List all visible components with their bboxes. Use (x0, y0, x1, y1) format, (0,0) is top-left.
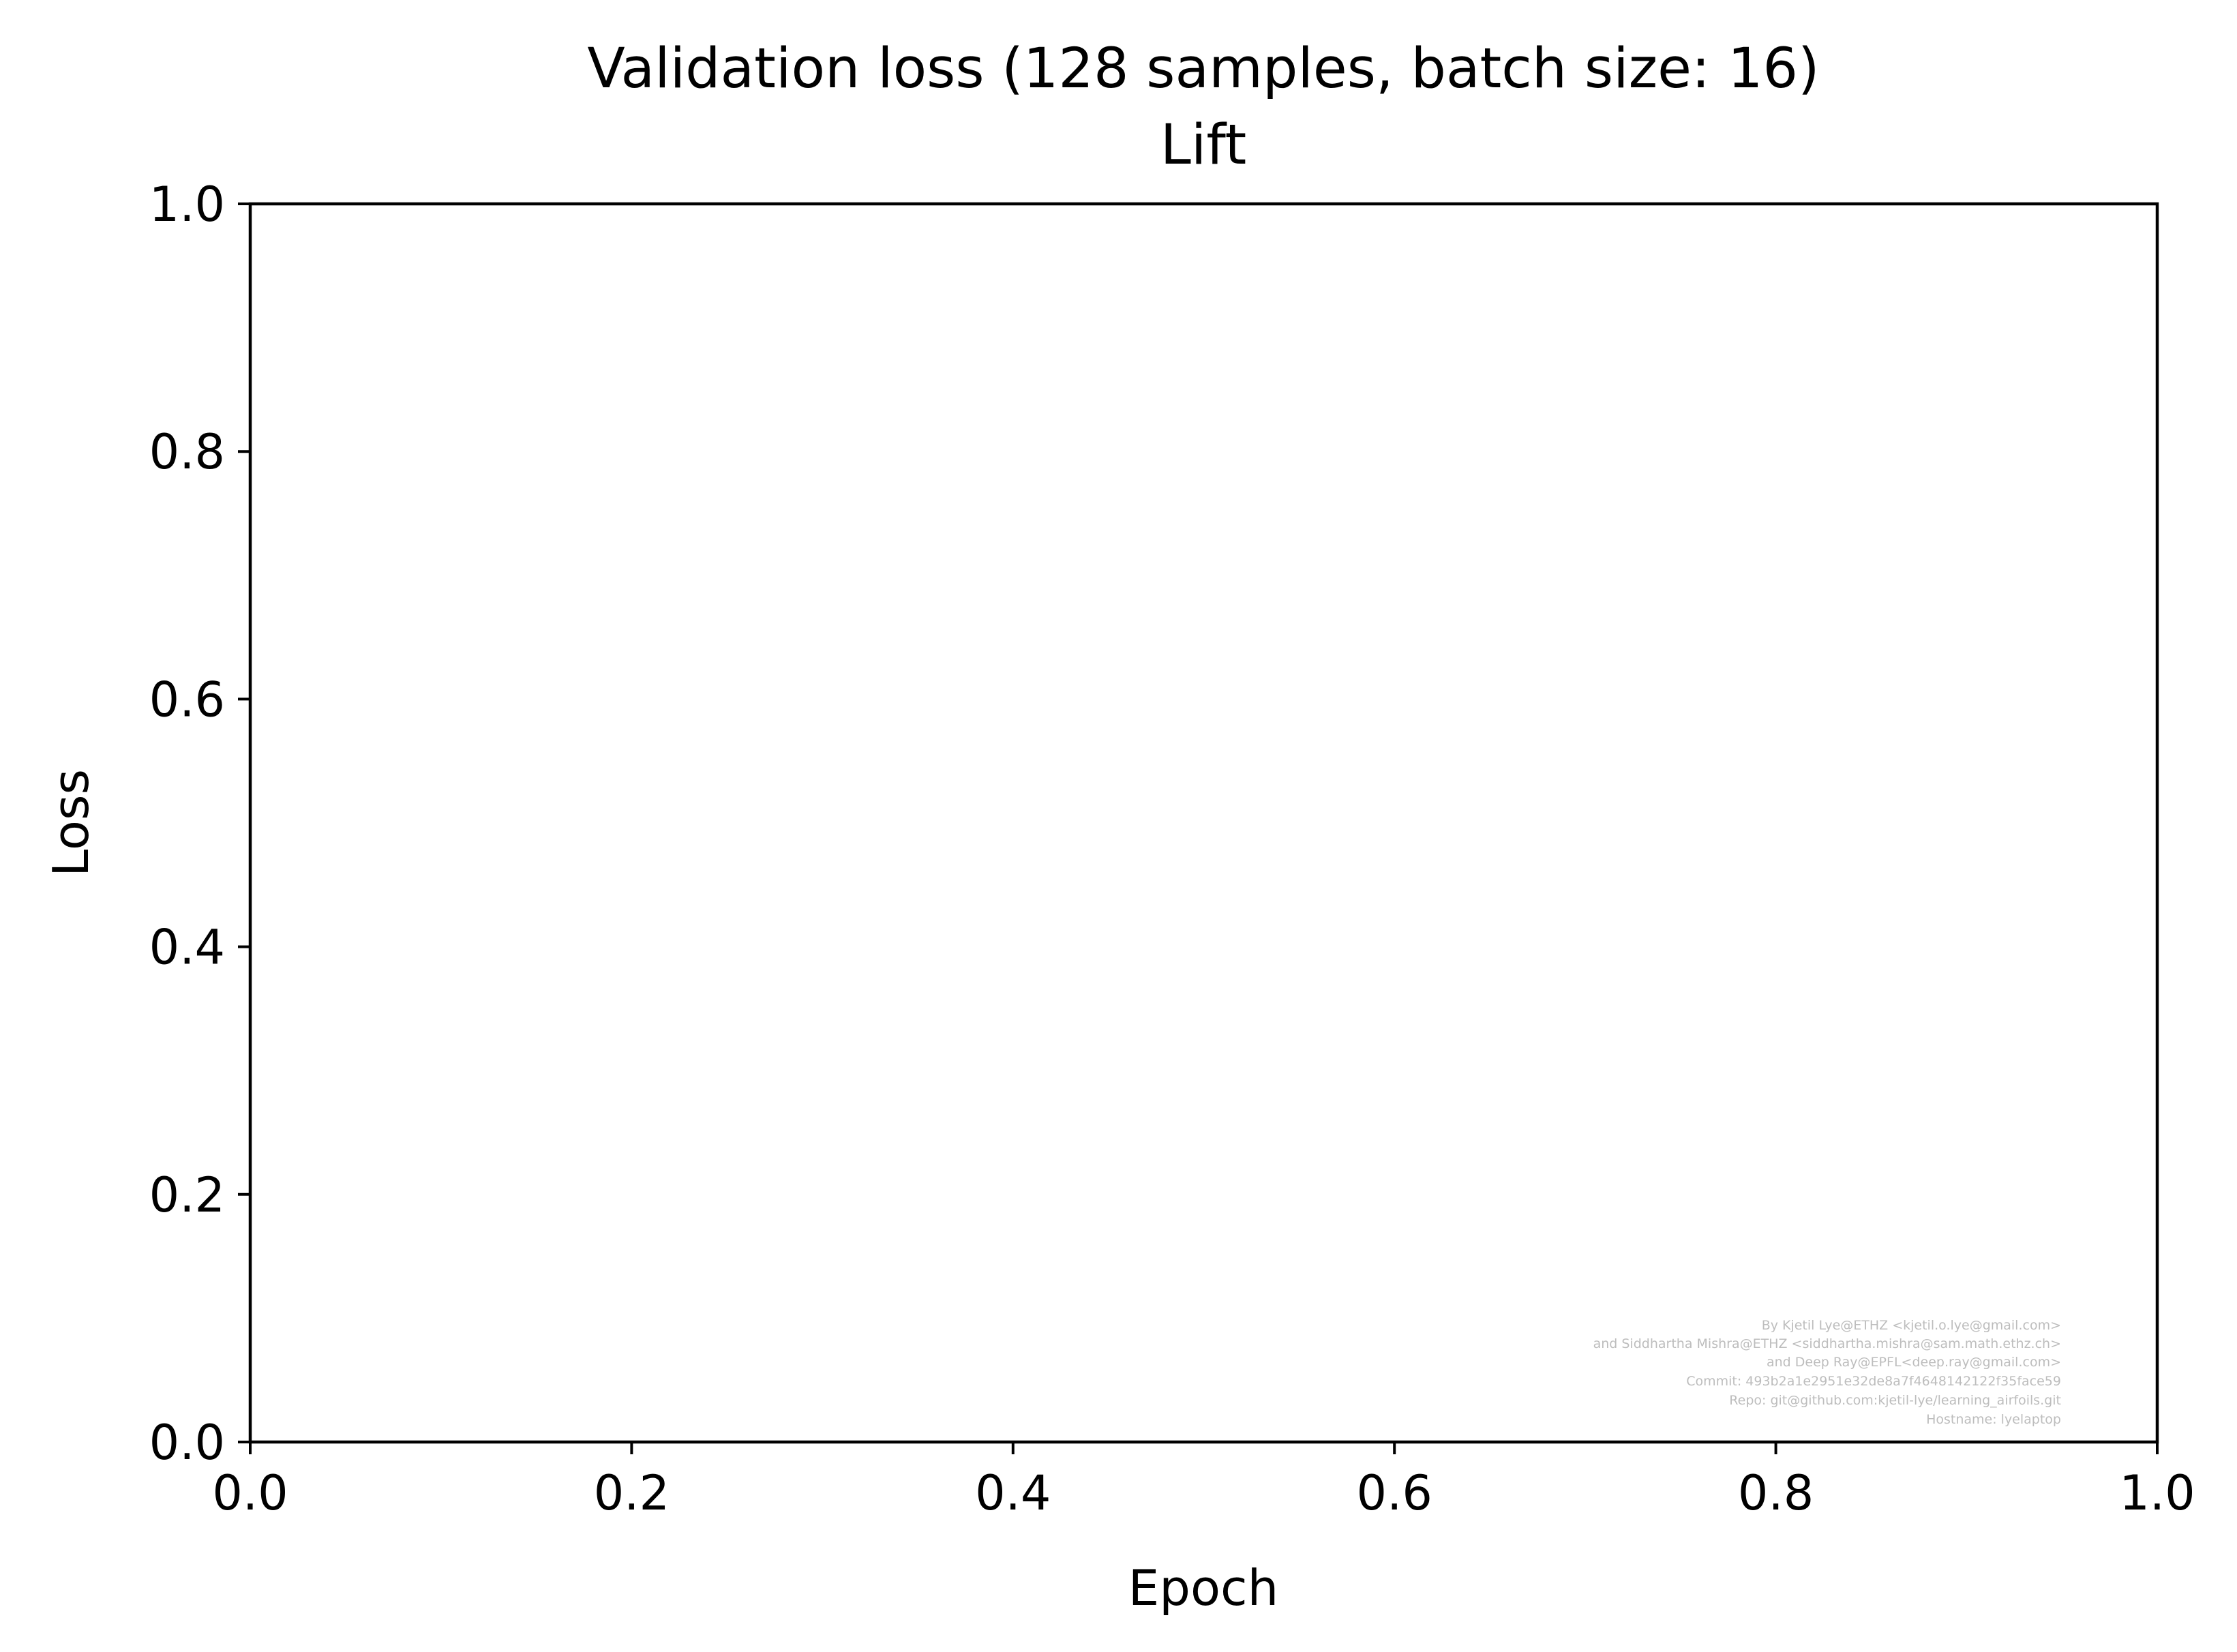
x-tick-label: 0.8 (1738, 1465, 1814, 1521)
y-axis-label: Loss (42, 769, 100, 877)
credit-line: Repo: git@github.com:kjetil-lye/learning… (1729, 1393, 2061, 1408)
chart-subtitle: Lift (1160, 113, 1246, 177)
x-tick-label: 0.0 (212, 1465, 288, 1521)
y-tick-label: 1.0 (149, 177, 225, 232)
credit-annotation: By Kjetil Lye@ETHZ <kjetil.o.lye@gmail.c… (1593, 1318, 2061, 1427)
y-tick-label: 0.0 (149, 1415, 225, 1471)
y-axis-ticks: 0.0 0.2 0.4 0.6 0.8 1.0 (149, 177, 250, 1471)
credit-line: and Deep Ray@EPFL<deep.ray@gmail.com> (1767, 1355, 2061, 1370)
x-tick-label: 0.6 (1357, 1465, 1432, 1521)
x-axis-ticks: 0.0 0.2 0.4 0.6 0.8 1.0 (212, 1442, 2195, 1521)
y-tick-label: 0.2 (149, 1167, 225, 1223)
plot-area (248, 202, 2159, 1444)
credit-line: and Siddhartha Mishra@ETHZ <siddhartha.m… (1593, 1336, 2061, 1351)
chart-title: Validation loss (128 samples, batch size… (587, 37, 1819, 101)
axes-frame (248, 202, 2159, 1444)
x-tick-label: 1.0 (2119, 1465, 2195, 1521)
y-tick-label: 0.6 (149, 672, 225, 727)
credit-line: Hostname: lyelaptop (1926, 1412, 2061, 1427)
credit-line: Commit: 493b2a1e2951e32de8a7f4648142122f… (1686, 1374, 2061, 1389)
x-axis-label: Epoch (1128, 1559, 1278, 1617)
x-tick-label: 0.2 (594, 1465, 670, 1521)
credit-line: By Kjetil Lye@ETHZ <kjetil.o.lye@gmail.c… (1762, 1318, 2061, 1333)
y-tick-label: 0.8 (149, 424, 225, 480)
y-tick-label: 0.4 (149, 920, 225, 976)
x-tick-label: 0.4 (975, 1465, 1051, 1521)
